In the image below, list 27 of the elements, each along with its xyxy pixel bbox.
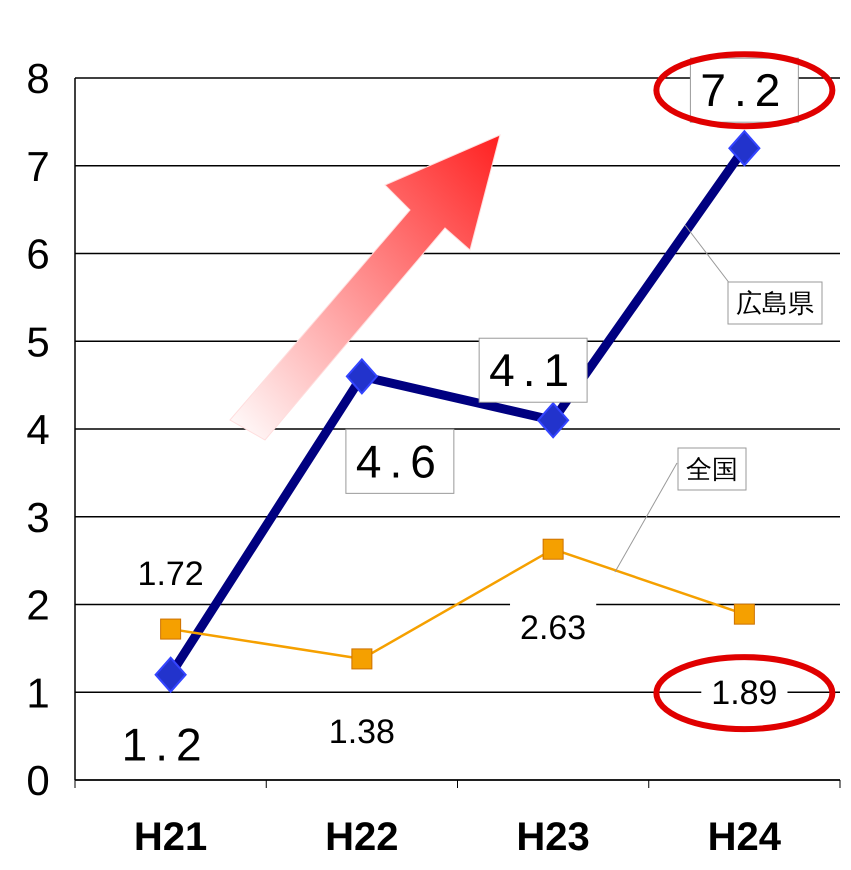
y-tick-label: 8 <box>26 55 50 102</box>
y-tick-label: 1 <box>26 669 50 716</box>
data-label: 2.63 <box>520 609 586 648</box>
data-label: 1.38 <box>328 712 395 751</box>
y-tick-label: 5 <box>26 318 50 366</box>
y-tick-label: 7 <box>26 142 50 190</box>
y-tick-label: 3 <box>26 494 50 541</box>
y-tick-label: 2 <box>26 582 50 628</box>
x-tick-label: H23 <box>516 815 590 859</box>
y-tick-label: 0 <box>26 757 50 804</box>
point <box>351 648 372 670</box>
text: 広島県 <box>736 288 814 318</box>
data-label: 1.89 <box>711 674 778 712</box>
point <box>160 618 182 640</box>
x-tick-label: H22 <box>325 815 399 859</box>
data-label: 1.72 <box>138 555 204 594</box>
y-tick-label: 4 <box>26 406 50 453</box>
text: 全国 <box>686 454 738 484</box>
point <box>734 604 755 625</box>
data-label: 4.6 <box>356 435 444 488</box>
data-label: 7.2 <box>700 64 788 116</box>
data-label: 4.1 <box>489 344 578 396</box>
data-label: 1.2 <box>122 718 210 771</box>
point <box>542 538 564 560</box>
y-tick-label: 6 <box>26 230 50 278</box>
x-tick-label: H24 <box>708 815 782 859</box>
x-tick-label: H21 <box>134 815 208 859</box>
